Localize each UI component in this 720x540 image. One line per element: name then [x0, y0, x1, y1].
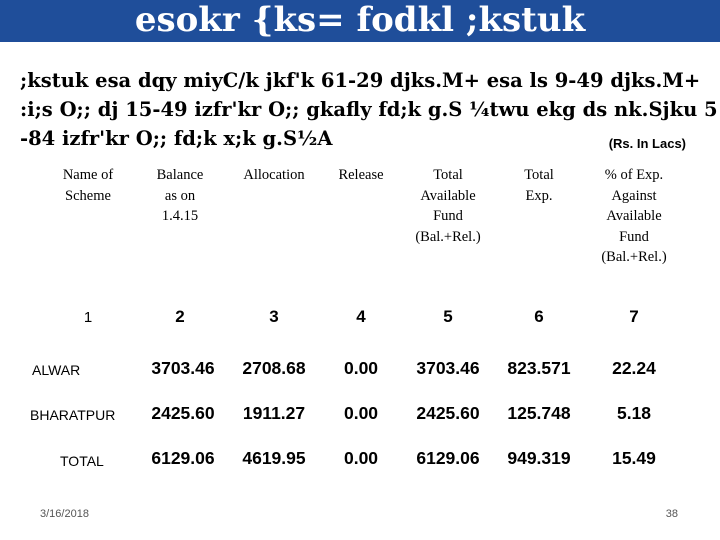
header-line: Available: [420, 187, 476, 204]
table-cell: 2425.60: [416, 403, 480, 423]
header-total-available-fund: Total Available Fund (Bal.+Rel.): [400, 165, 496, 247]
table-cell: 1911.27: [242, 403, 306, 423]
header-name-of-scheme: Name of Scheme: [42, 165, 134, 206]
body-line: ;kstuk esa dqy miyC/k jkf'k 61-29 djks.M…: [20, 69, 701, 92]
table-cell: 3703.46: [416, 358, 480, 378]
table-cell: 15.49: [612, 448, 656, 468]
table-cell: 125.748: [507, 403, 571, 423]
scheme-table: Name of Scheme Balance as on 1.4.15 Allo…: [28, 157, 690, 477]
table-cell: 4619.95: [242, 448, 306, 468]
column-number: 4: [356, 307, 366, 326]
table-cell: 22.24: [612, 358, 656, 378]
column-number: 1: [83, 309, 93, 326]
footer-date: 3/16/2018: [40, 508, 89, 520]
header-line: % of Exp.: [604, 167, 664, 183]
slide-body-text: ;kstuk esa dqy miyC/k jkf'k 61-29 djks.M…: [20, 66, 718, 153]
table-cell: 0.00: [343, 358, 379, 378]
header-line: Fund: [619, 228, 649, 245]
header-line: Exp.: [525, 187, 553, 204]
header-line: Release: [338, 167, 384, 183]
header-release: Release: [324, 165, 398, 186]
header-line: 1.4.15: [161, 208, 199, 224]
header-line: as on: [164, 187, 196, 204]
table-cell: 6129.06: [416, 448, 480, 468]
header-line: Allocation: [243, 167, 305, 183]
table-cell: 2708.68: [242, 358, 306, 378]
header-total-exp: Total Exp.: [500, 165, 578, 206]
table-cell: 0.00: [343, 403, 379, 423]
column-number: 2: [175, 307, 185, 326]
row-name-bharatpur: BHARATPUR: [30, 407, 116, 423]
header-line: (Bal.+Rel.): [601, 249, 667, 265]
header-line: Name of: [62, 167, 114, 183]
header-percent-exp: % of Exp. Against Available Fund (Bal.+R…: [582, 165, 686, 268]
table-cell: 3703.46: [151, 358, 215, 378]
body-line: :i;s O;; dj 15-49 izfr'kr O;; gkafly fd;…: [20, 98, 718, 121]
table-cell: 0.00: [343, 448, 379, 468]
column-number: 3: [269, 307, 279, 326]
table-cell: 2425.60: [151, 403, 215, 423]
table-cell: 6129.06: [151, 448, 215, 468]
slide-number: 38: [665, 508, 678, 520]
table-cell: 949.319: [507, 448, 571, 468]
body-line: -84 izfr'kr O;; fd;k x;k g.S½A: [20, 127, 333, 150]
column-number: 5: [443, 307, 453, 326]
unit-note: (Rs. In Lacs): [608, 136, 686, 151]
column-number: 7: [629, 307, 639, 326]
slide-title: esokr {ks= fodkl ;kstuk: [0, 0, 720, 42]
header-line: Fund: [433, 208, 463, 224]
header-line: Available: [606, 208, 662, 224]
header-line: (Bal.+Rel.): [415, 228, 481, 245]
header-allocation: Allocation: [228, 165, 320, 186]
column-number: 6: [534, 307, 544, 326]
row-name-alwar: ALWAR: [32, 362, 81, 378]
table-cell: 823.571: [507, 358, 571, 378]
row-name-total: TOTAL: [60, 453, 104, 469]
header-line: Against: [611, 187, 657, 204]
header-line: Scheme: [65, 187, 111, 204]
header-line: Total: [524, 167, 554, 183]
header-line: Total: [433, 167, 463, 183]
table-cell: 5.18: [616, 403, 652, 423]
header-balance: Balance as on 1.4.15: [140, 165, 220, 227]
header-line: Balance: [156, 167, 204, 183]
